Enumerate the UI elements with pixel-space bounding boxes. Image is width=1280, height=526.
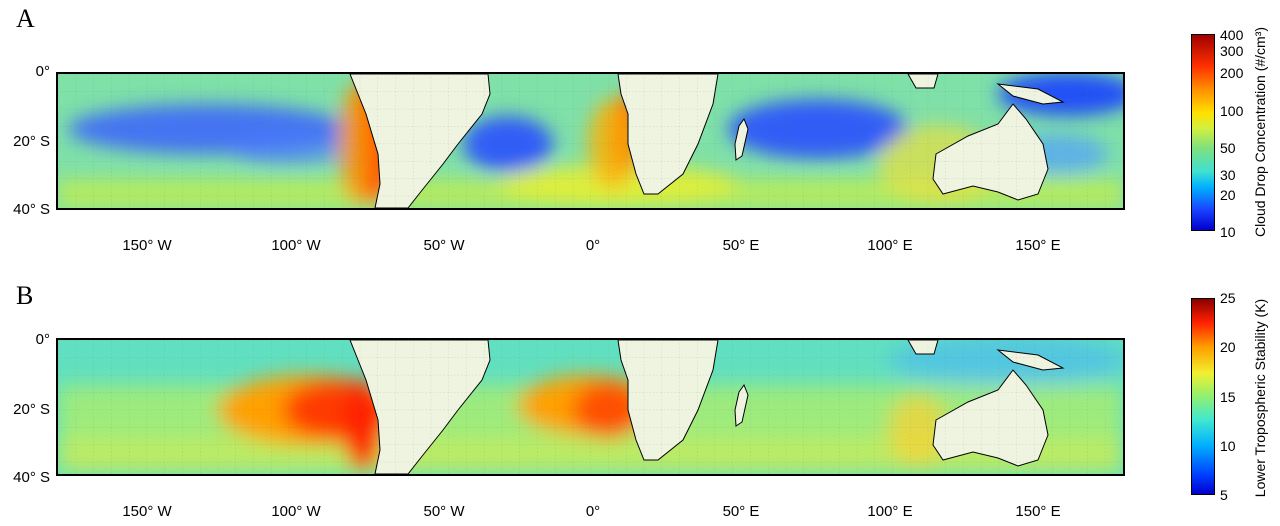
lon-label-100e-b: 100° E: [867, 503, 913, 520]
colorbar-b-title: Lower Tropospheric Stability (K): [1252, 298, 1268, 498]
lat-label-40s-b: 40° S: [13, 469, 50, 486]
cbar-b-tick-5: 5: [1220, 487, 1228, 503]
cbar-a-tick-20: 20: [1220, 187, 1236, 203]
colorbar-a: [1191, 34, 1215, 231]
lon-label-0-a: 0°: [585, 237, 601, 254]
cbar-a-tick-10: 10: [1220, 224, 1236, 240]
lon-label-150w-a: 150° W: [122, 237, 172, 254]
cbar-b-tick-15: 15: [1220, 389, 1236, 405]
lon-label-50w-a: 50° W: [423, 237, 465, 254]
lat-label-20s-b: 20° S: [13, 401, 50, 418]
lat-label-0-b: 0°: [35, 331, 50, 348]
lon-label-150e-b: 150° E: [1015, 503, 1061, 520]
cbar-a-tick-100: 100: [1220, 103, 1244, 119]
panel-b-letter: B: [16, 281, 34, 310]
colorbar-b: [1191, 298, 1215, 495]
cbar-a-tick-50: 50: [1220, 140, 1236, 156]
lon-label-50e-b: 50° E: [722, 503, 760, 520]
cbar-a-tick-30: 30: [1220, 167, 1236, 183]
lon-label-50e-a: 50° E: [722, 237, 760, 254]
cbar-a-tick-400: 400: [1220, 27, 1244, 43]
lon-label-0-b: 0°: [585, 503, 601, 520]
cbar-a-tick-200: 200: [1220, 65, 1244, 81]
map-panel-b: [56, 338, 1125, 476]
cbar-b-tick-10: 10: [1220, 438, 1236, 454]
cbar-b-tick-25: 25: [1220, 290, 1236, 306]
lon-label-150w-b: 150° W: [122, 503, 172, 520]
lon-label-100e-a: 100° E: [867, 237, 913, 254]
heatmap-a: [58, 74, 1123, 208]
lon-label-150e-a: 150° E: [1015, 237, 1061, 254]
lat-label-20s-a: 20° S: [13, 133, 50, 150]
lat-label-40s-a: 40° S: [13, 201, 50, 218]
cbar-b-tick-20: 20: [1220, 339, 1236, 355]
panel-a-letter: A: [16, 4, 35, 33]
lon-label-50w-b: 50° W: [423, 503, 465, 520]
lon-label-100w-b: 100° W: [271, 503, 321, 520]
heatmap-b: [58, 340, 1123, 474]
map-panel-a: [56, 72, 1125, 210]
cbar-a-tick-300: 300: [1220, 43, 1244, 59]
colorbar-a-title: Cloud Drop Concentration (#/cm³): [1252, 26, 1268, 238]
lat-label-0-a: 0°: [35, 63, 50, 80]
lon-label-100w-a: 100° W: [271, 237, 321, 254]
